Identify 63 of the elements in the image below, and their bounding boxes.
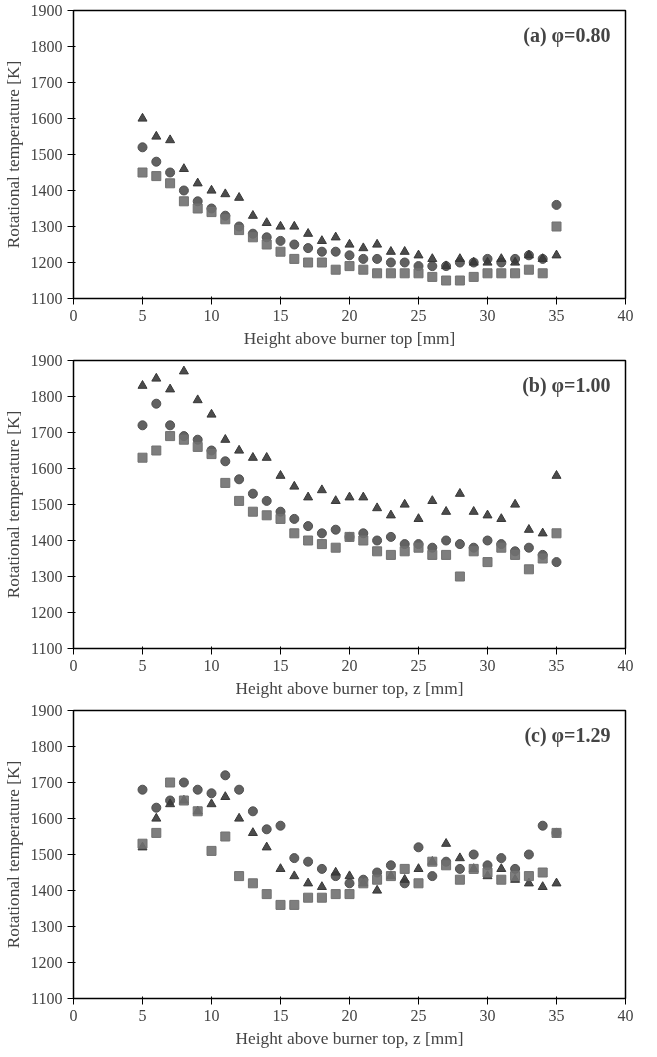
x-tick-label: 40 [617, 306, 634, 324]
annotation: (a) φ=0.80 [523, 23, 611, 47]
y-tick-label: 1600 [30, 110, 63, 127]
annotation: (c) φ=1.29 [524, 723, 611, 747]
y-tick-label: 1900 [30, 352, 63, 369]
y-tick-label: 1500 [30, 496, 63, 513]
x-tick-label: 35 [548, 306, 565, 324]
x-tick-label: 25 [410, 306, 427, 324]
x-tick-label: 35 [548, 1006, 565, 1024]
x-tick-label: 20 [341, 656, 358, 674]
y-tick-label: 1700 [30, 774, 63, 791]
y-tick-label: 1400 [30, 182, 63, 199]
y-tick-label: 1800 [30, 38, 63, 55]
y-tick-label: 1400 [30, 532, 63, 549]
x-tick-label: 30 [479, 1006, 496, 1024]
y-tick-label: 1500 [30, 846, 63, 863]
x-tick-label: 0 [69, 656, 78, 674]
y-tick-label: 1200 [30, 254, 63, 271]
y-tick-label: 1900 [30, 702, 63, 719]
y-tick-label: 1500 [30, 146, 63, 163]
y-tick-label: 1400 [30, 882, 63, 899]
x-tick-label: 15 [272, 1006, 289, 1024]
x-tick-label: 0 [69, 306, 78, 324]
x-tick-label: 5 [138, 1006, 147, 1024]
x-tick-label: 20 [341, 306, 358, 324]
x-axis-title: Height above burner top [mm] [243, 328, 456, 348]
x-tick-label: 10 [203, 1006, 220, 1024]
y-tick-label: 1100 [31, 290, 63, 307]
y-axis-title: Rotational temperature [K] [3, 410, 23, 599]
x-tick-label: 40 [617, 1006, 634, 1024]
y-tick-label: 1200 [30, 604, 63, 621]
y-tick-label: 1100 [31, 640, 63, 657]
x-tick-label: 0 [69, 1006, 78, 1024]
y-axis-title: Rotational temperature [K] [3, 60, 23, 249]
annotation: (b) φ=1.00 [522, 373, 611, 397]
x-tick-label: 20 [341, 1006, 358, 1024]
y-tick-label: 1300 [30, 568, 63, 585]
y-tick-label: 1600 [30, 810, 63, 827]
y-tick-label: 1300 [30, 218, 63, 235]
x-tick-label: 15 [272, 306, 289, 324]
x-tick-label: 5 [138, 306, 147, 324]
y-axis-title: Rotational temperature [K] [3, 760, 23, 949]
y-tick-label: 1300 [30, 918, 63, 935]
x-axis-title: Height above burner top, z [mm] [235, 1028, 464, 1048]
x-tick-label: 5 [138, 656, 147, 674]
y-tick-label: 1700 [30, 74, 63, 91]
y-tick-label: 1900 [30, 2, 63, 19]
x-tick-label: 25 [410, 1006, 427, 1024]
x-tick-label: 25 [410, 656, 427, 674]
x-tick-label: 10 [203, 306, 220, 324]
y-tick-label: 1100 [31, 990, 63, 1007]
x-tick-label: 35 [548, 656, 565, 674]
y-tick-label: 1600 [30, 460, 63, 477]
x-tick-label: 40 [617, 656, 634, 674]
y-tick-label: 1800 [30, 738, 63, 755]
x-tick-label: 15 [272, 656, 289, 674]
x-tick-label: 30 [479, 306, 496, 324]
y-tick-label: 1800 [30, 388, 63, 405]
x-tick-label: 10 [203, 656, 220, 674]
y-tick-label: 1700 [30, 424, 63, 441]
x-tick-label: 30 [479, 656, 496, 674]
x-axis-title: Height above burner top, z [mm] [235, 678, 464, 698]
y-tick-label: 1200 [30, 954, 63, 971]
